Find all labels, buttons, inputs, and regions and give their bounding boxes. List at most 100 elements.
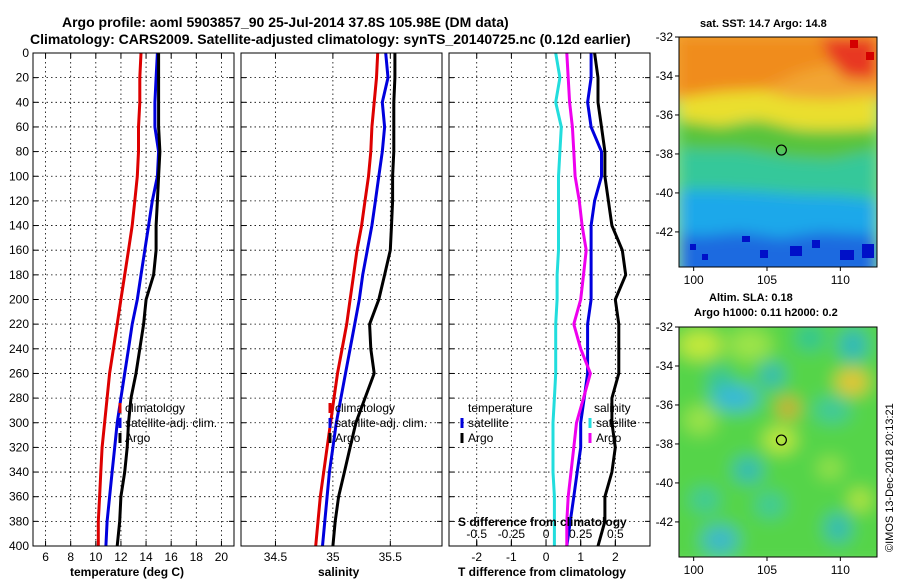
x-tick-label: 10 xyxy=(89,550,103,564)
legend-label-t-satellite: satellite xyxy=(468,416,509,430)
temperature-axis-label: temperature (deg C) xyxy=(70,565,184,579)
sst-map xyxy=(678,36,878,268)
series-line-s-satellite xyxy=(551,52,563,546)
sla-map-subtitle: Argo h1000: 0.11 h2000: 0.2 xyxy=(694,307,838,319)
depth-tick-label: 260 xyxy=(9,366,29,380)
depth-axis-labels: 0 20 40 60 80 100 120 140 160 180 200 220 240 260 280 3… xyxy=(9,46,29,553)
x-tick-label: 8 xyxy=(67,550,74,564)
legend-label-t-argo: Argo xyxy=(468,431,494,445)
sst-map-frame xyxy=(678,36,878,268)
map-y-tick-label: -38 xyxy=(656,437,674,451)
depth-tick-label: 240 xyxy=(9,342,29,356)
series-line-t-argo xyxy=(593,52,628,547)
series-line-t-satellite xyxy=(565,53,603,547)
s-diff-tick-label: 0 xyxy=(543,527,550,541)
map-y-tick-label: -38 xyxy=(656,147,674,161)
depth-tick-label: 80 xyxy=(16,145,30,159)
panel-frame xyxy=(32,52,235,547)
series-line-s-argo xyxy=(565,52,592,546)
depth-tick-label: 100 xyxy=(9,169,29,183)
map-x-tick-label: 105 xyxy=(757,273,777,287)
salinity-legend: climatology satellite-adj. clim. Argo xyxy=(328,401,427,445)
depth-tick-label: 60 xyxy=(16,120,30,134)
legend-title-salinity: salinity xyxy=(594,401,631,415)
depth-tick-label: 200 xyxy=(9,293,29,307)
depth-tick-label: 0 xyxy=(22,46,29,60)
map-y-tick-label: -34 xyxy=(656,359,674,373)
depth-tick-label: 160 xyxy=(9,243,29,257)
map-y-tick-label: -36 xyxy=(656,398,674,412)
map-x-tick-label: 105 xyxy=(757,563,777,577)
depth-tick-label: 180 xyxy=(9,268,29,282)
s-diff-tick-label: 0.5 xyxy=(607,527,624,541)
salinity-panel: 34.5 35 35.5 xyxy=(240,52,443,564)
s-diff-tick-label: -0.25 xyxy=(498,527,526,541)
legend-label-climatology: climatology xyxy=(335,401,395,415)
sst-argo-location-marker xyxy=(775,144,787,156)
legend-label-satellite: satellite-adj. clim. xyxy=(335,416,427,430)
x-tick-label: 2 xyxy=(612,550,619,564)
s-diff-tick-label: 0.25 xyxy=(569,527,593,541)
map-y-tick-label: -34 xyxy=(656,69,674,83)
x-tick-label: 34.5 xyxy=(264,550,288,564)
sst-map-title: sat. SST: 14.7 Argo: 14.8 xyxy=(700,18,827,30)
title-line-1: Argo profile: aoml 5903857_90 25-Jul-201… xyxy=(62,14,509,30)
temperature-legend: climatology satellite-adj. clim. Argo xyxy=(118,401,217,445)
map-x-tick-label: 100 xyxy=(684,563,704,577)
s-diff-tick-label: -0.5 xyxy=(466,527,487,541)
sla-map-frame xyxy=(678,326,878,558)
difference-legend: temperature satellite Argo salinity sate… xyxy=(460,401,637,445)
map-x-tick-label: 110 xyxy=(831,563,850,577)
legend-label-argo: Argo xyxy=(125,431,151,445)
x-tick-label: 20 xyxy=(215,550,229,564)
x-tick-label: 1 xyxy=(577,550,584,564)
depth-tick-label: 40 xyxy=(16,95,30,109)
x-tick-label: 35.5 xyxy=(379,550,403,564)
map-y-tick-label: -32 xyxy=(656,320,674,334)
imos-watermark: ©IMOS 13-Dec-2018 20:13:21 xyxy=(884,403,896,552)
sla-map-title: Altim. SLA: 0.18 xyxy=(709,292,793,304)
panel-frame xyxy=(240,52,443,547)
x-tick-label: 14 xyxy=(139,550,153,564)
sla-argo-location-marker xyxy=(775,434,787,446)
sst-map-axes: 100 105 110 -32 -34 -36 -38 -40 -42 xyxy=(656,30,851,287)
series-line-satellite-adj-clim- xyxy=(321,52,390,547)
series-line-climatology xyxy=(314,52,380,547)
sla-map xyxy=(678,326,878,558)
depth-tick-label: 400 xyxy=(9,539,29,553)
panel-frame xyxy=(448,52,651,547)
map-y-tick-label: -40 xyxy=(656,186,674,200)
x-tick-label: 0 xyxy=(543,550,550,564)
series-line-argo xyxy=(115,53,162,547)
x-tick-label: 6 xyxy=(42,550,49,564)
depth-tick-label: 380 xyxy=(9,514,29,528)
legend-label-s-satellite: satellite xyxy=(596,416,637,430)
map-y-tick-label: -42 xyxy=(656,515,674,529)
depth-tick-label: 20 xyxy=(16,71,30,85)
map-y-tick-label: -36 xyxy=(656,108,674,122)
legend-label-argo: Argo xyxy=(335,431,361,445)
depth-tick-label: 340 xyxy=(9,465,29,479)
x-tick-label: 18 xyxy=(190,550,204,564)
map-x-tick-label: 110 xyxy=(831,273,850,287)
map-y-tick-label: -42 xyxy=(656,225,674,239)
x-tick-label: 35 xyxy=(326,550,340,564)
x-tick-label: -2 xyxy=(471,550,482,564)
temperature-panel: 6 8 10 12 14 16 18 20 xyxy=(32,52,235,564)
salinity-difference-axis-label: S difference from climatology xyxy=(458,515,627,529)
depth-tick-label: 140 xyxy=(9,219,29,233)
difference-axis-label: T difference from climatology xyxy=(458,565,626,579)
series-line-satellite-adj-clim- xyxy=(104,52,161,547)
depth-tick-label: 120 xyxy=(9,194,29,208)
legend-label-climatology: climatology xyxy=(125,401,185,415)
salinity-axis-label: salinity xyxy=(318,565,360,579)
depth-tick-label: 320 xyxy=(9,440,29,454)
x-tick-label: 16 xyxy=(165,550,179,564)
sla-map-axes: 100 105 110 -32 -34 -36 -38 -40 -42 xyxy=(656,320,851,577)
difference-panel: -2 -1 0 1 2 -0.5 -0.25 0 0.25 0.5 xyxy=(448,52,651,564)
depth-tick-label: 280 xyxy=(9,391,29,405)
map-y-tick-label: -32 xyxy=(656,30,674,44)
title-line-2: Climatology: CARS2009. Satellite-adjuste… xyxy=(30,31,631,47)
map-y-tick-label: -40 xyxy=(656,476,674,490)
